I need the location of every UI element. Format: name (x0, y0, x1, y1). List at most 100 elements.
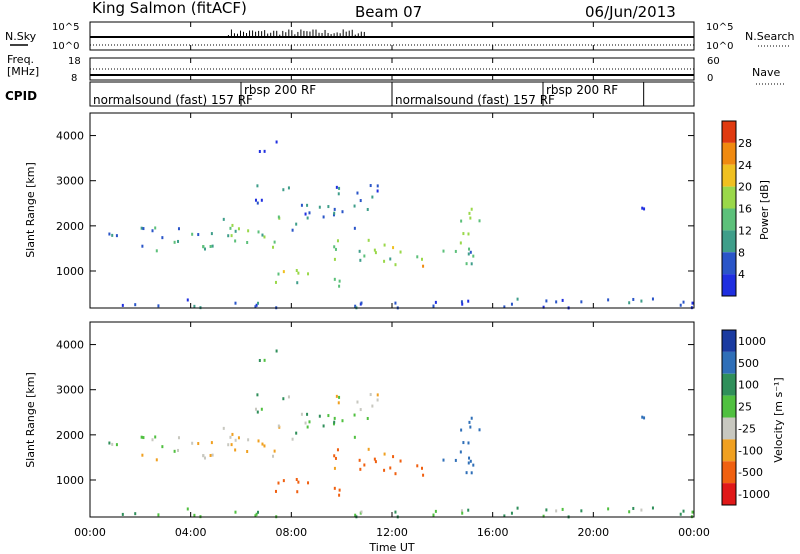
velocity-cell (108, 441, 111, 445)
power-cell (277, 215, 280, 219)
power-cell (263, 235, 266, 239)
power-cell (420, 257, 423, 261)
velocity-cell (227, 443, 230, 447)
colorbar-tick-label: 500 (738, 357, 759, 370)
velocity-panel: 1000 2000 3000 4000 Slant Range [km] 1000 50… (24, 321, 785, 519)
x-tick-label: 16:00 (477, 526, 509, 539)
velocity-cell (308, 420, 311, 424)
velocity-cbar-label: Velocity [m s⁻¹] (772, 377, 785, 462)
power-cell (369, 184, 372, 188)
power-cell (308, 211, 311, 215)
velocity-cell (173, 449, 176, 453)
velocity-cell (682, 509, 685, 513)
colorbar-tick-label: 100 (738, 379, 759, 392)
colorbar-segment (722, 252, 736, 275)
velocity-cell (389, 466, 392, 470)
power-cell (202, 245, 205, 249)
n-sky-label: N.Sky (5, 30, 37, 43)
velocity-cell (332, 422, 335, 426)
velocity-cell (246, 450, 249, 454)
x-tick-label: 04:00 (175, 526, 207, 539)
velocity-cell (254, 407, 257, 411)
velocity-cell (632, 506, 635, 510)
noise-right-tick-bottom: 10^0 (706, 41, 733, 52)
velocity-cell (161, 445, 164, 449)
freq-left-tick-top: 18 (68, 56, 81, 67)
power-cell (234, 239, 237, 243)
velocity-cell (353, 413, 356, 417)
velocity-cell (263, 444, 266, 448)
power-cell (516, 297, 519, 301)
velocity-cell (209, 453, 212, 457)
power-cell (641, 206, 644, 210)
freq-label-line1: Freq. (7, 53, 34, 66)
power-cell (542, 305, 545, 309)
power-cell (359, 199, 362, 203)
nave-label: Nave (752, 66, 780, 79)
velocity-cell (338, 395, 341, 399)
velocity-cell (462, 441, 465, 445)
velocity-cell (291, 437, 294, 441)
velocity-cell (363, 463, 366, 467)
power-cell (318, 205, 321, 209)
power-cell (432, 304, 435, 308)
colorbar-tick-label: 16 (738, 203, 752, 216)
velocity-cell (580, 509, 583, 513)
velocity-cell (142, 436, 145, 440)
velocity-cell (640, 508, 643, 512)
y-tick-label: 1000 (56, 474, 84, 487)
velocity-cell (257, 439, 260, 443)
colorbar-segment (722, 164, 736, 187)
colorbar-segment (722, 395, 736, 418)
velocity-cell (459, 450, 462, 454)
power-cell (140, 226, 143, 230)
velocity-cell (628, 510, 631, 514)
velocity-cell (454, 458, 457, 462)
power-cell (193, 304, 196, 308)
power-cell (154, 226, 157, 230)
velocity-cell (359, 408, 362, 412)
cpid-segment-label: rbsp 200 RF (244, 83, 316, 97)
velocity-cell (255, 512, 258, 516)
power-cell (460, 300, 463, 304)
power-cell (373, 248, 376, 252)
power-cell (247, 229, 250, 233)
power-cell (260, 198, 263, 202)
power-cell (470, 262, 473, 266)
power-cell (394, 301, 397, 305)
power-cell (157, 304, 160, 308)
freq-right-tick-top: 60 (707, 56, 720, 67)
velocity-cell (432, 513, 435, 517)
power-cell (121, 303, 124, 307)
power-cell (230, 234, 233, 238)
power-cell (257, 301, 260, 305)
velocity-cell (234, 438, 237, 442)
power-cell (333, 257, 336, 261)
velocity-cell (467, 461, 470, 465)
velocity-cell (643, 416, 646, 420)
power-cell (275, 140, 278, 144)
power-cell (177, 227, 180, 231)
velocity-cell (202, 454, 205, 458)
power-cell (254, 305, 257, 309)
power-cell (461, 302, 464, 306)
power-cell (222, 217, 225, 221)
power-cell (354, 304, 357, 308)
velocity-cell (197, 442, 200, 446)
power-cell (111, 233, 114, 237)
velocity-cell (191, 441, 194, 445)
velocity-cell (260, 407, 263, 411)
power-cell (191, 232, 194, 236)
velocity-cell (237, 436, 240, 440)
freq-label-line2: [MHz] (7, 65, 39, 78)
power-cbar-label: Power [dB] (758, 180, 771, 240)
velocity-cell (366, 416, 369, 420)
power-cell (273, 240, 276, 244)
power-cell (359, 258, 362, 262)
velocity-cell (371, 404, 374, 408)
power-cell (394, 263, 397, 267)
power-cell (358, 249, 361, 253)
velocity-cell (304, 421, 307, 425)
